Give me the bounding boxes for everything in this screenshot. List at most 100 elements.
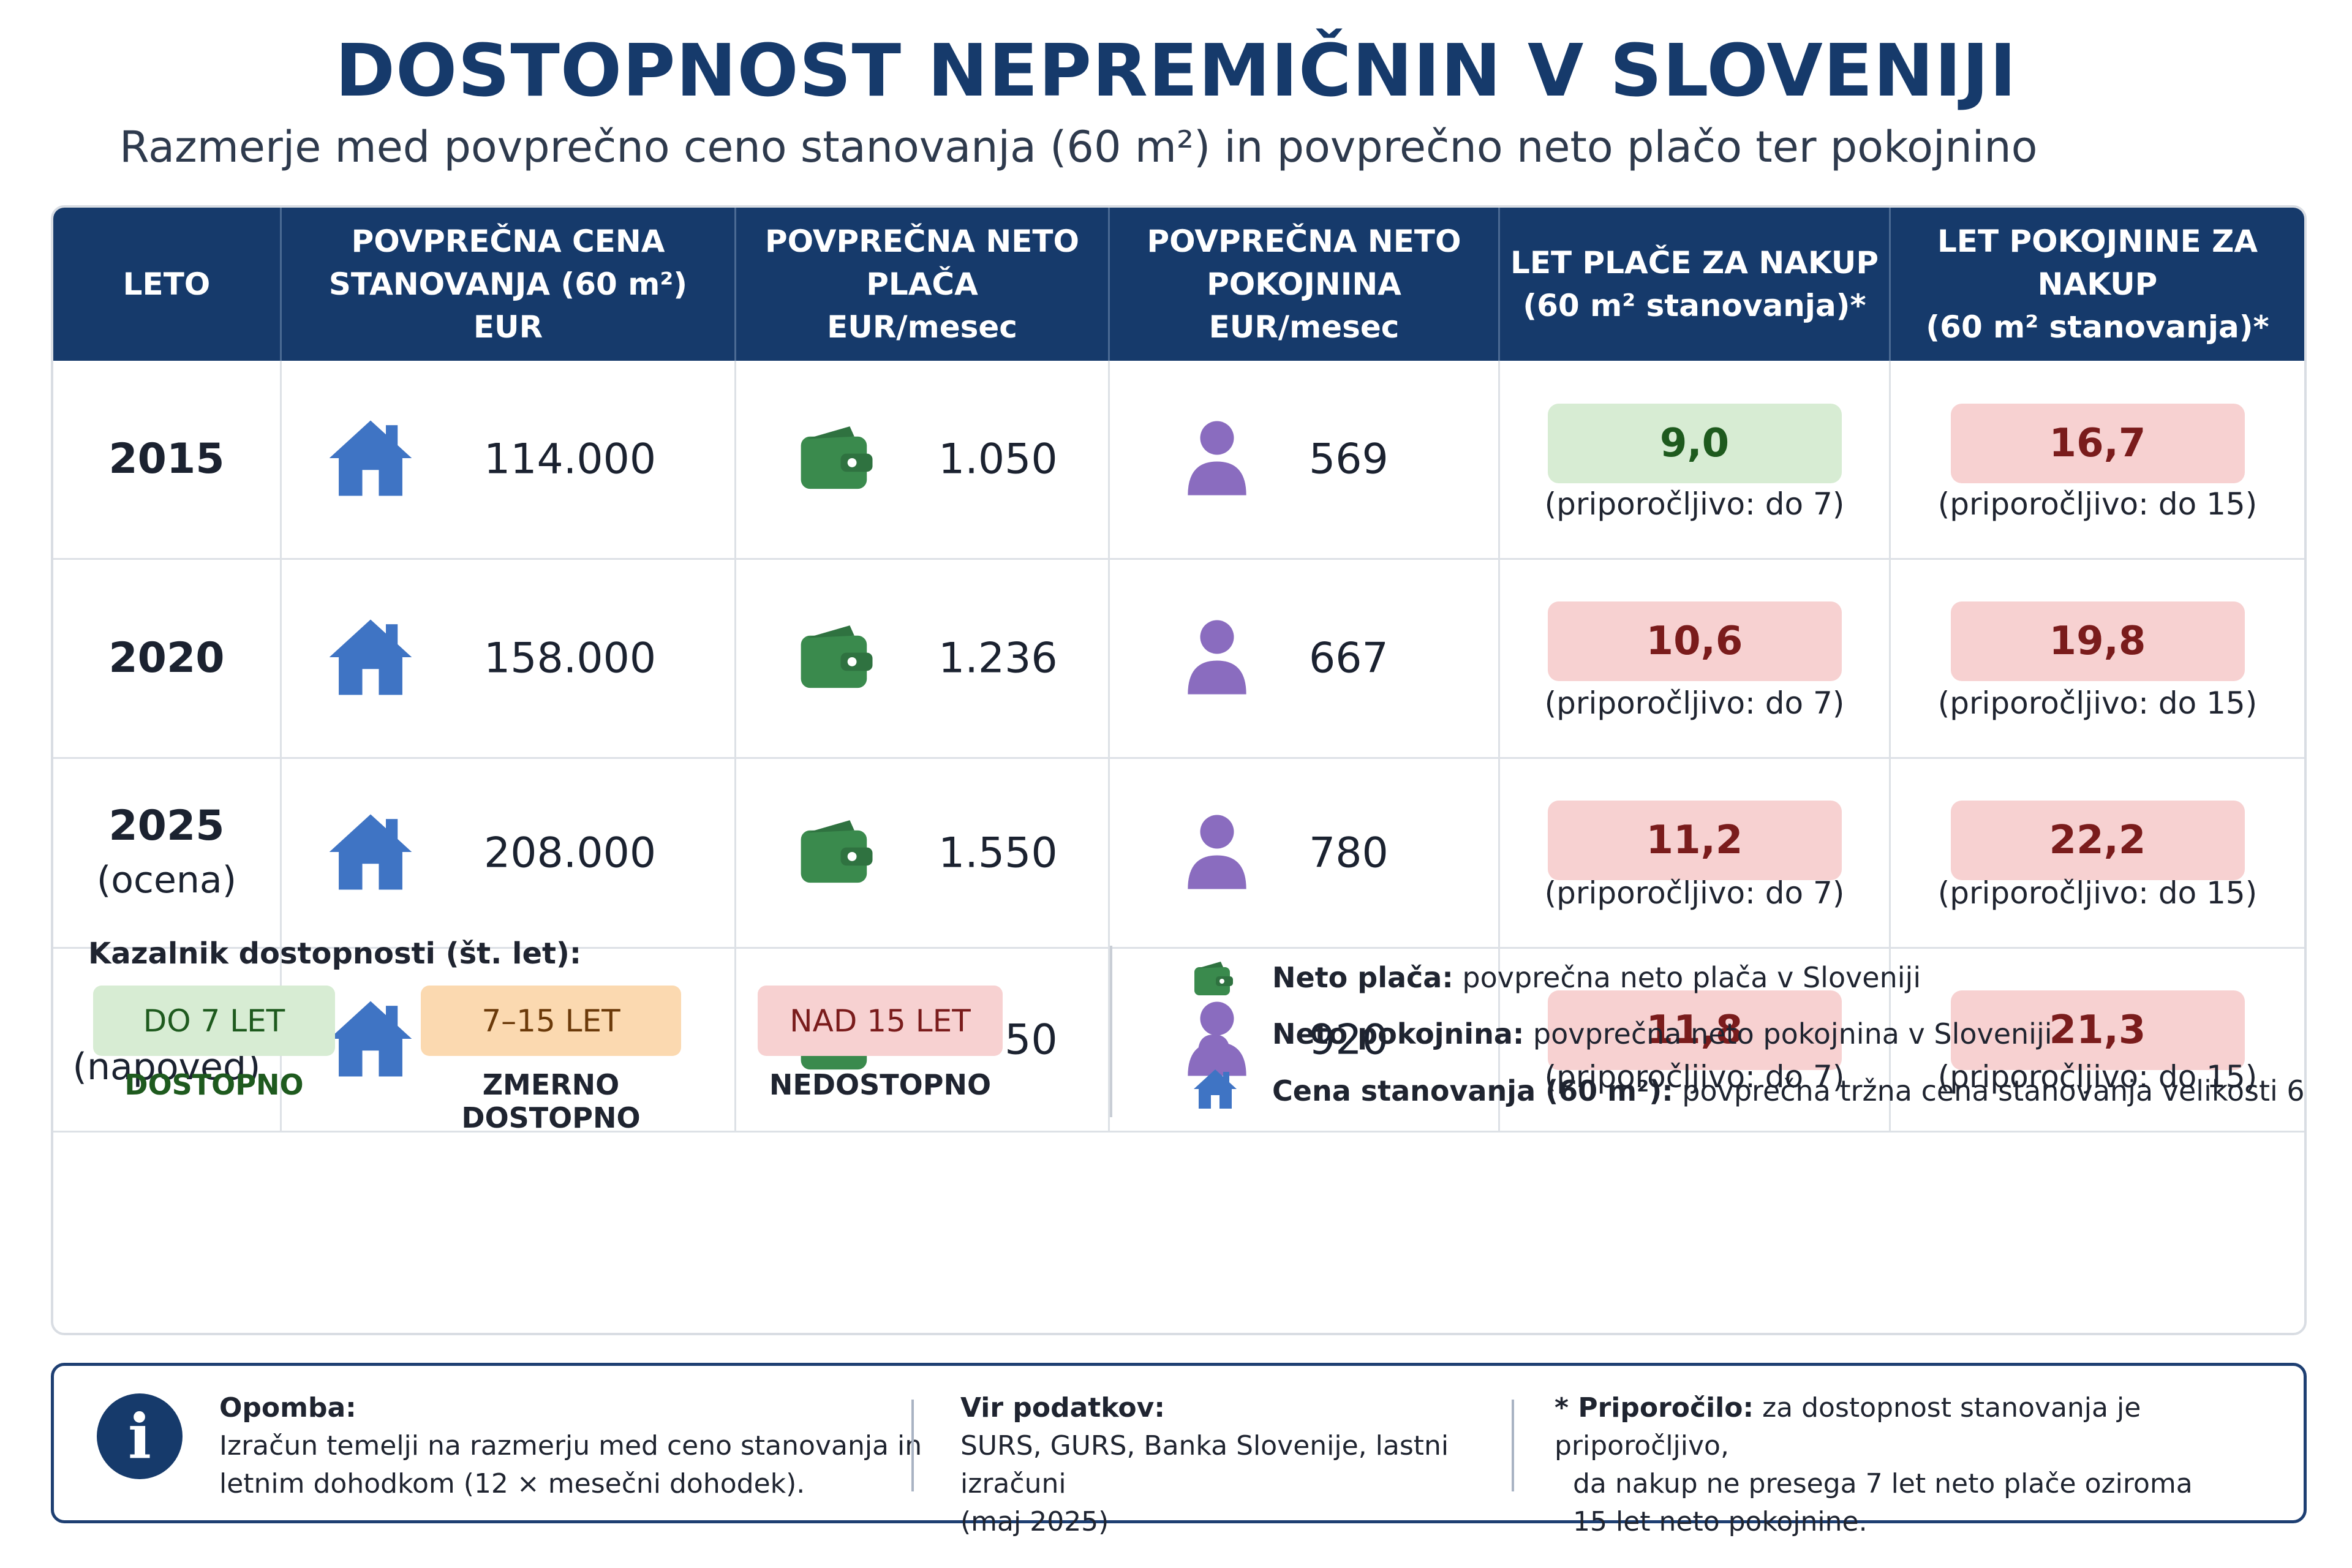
source-title: Vir podatkov: bbox=[960, 1392, 1165, 1423]
affordability-table: LETO POVPREČNA CENA STANOVANJA (60 m²) E… bbox=[51, 205, 2307, 1335]
year-value: 2025 bbox=[108, 801, 225, 850]
legend-caption-unaffordable: NEDOSTOPNO bbox=[769, 1068, 992, 1101]
legend-term: Cena stanovanja (60 m²): bbox=[1272, 1074, 1673, 1107]
house-icon bbox=[325, 415, 417, 503]
pension-years-note: (priporočljivo: do 15) bbox=[1937, 486, 2258, 522]
legend-pill-moderate: 7–15 LET bbox=[421, 986, 681, 1056]
wage-years-cell: 11,2 (priporočljivo: do 7) bbox=[1500, 759, 1891, 947]
wage-value: 1.550 bbox=[938, 829, 1058, 877]
wage-years-badge: 11,8 bbox=[1547, 990, 1842, 1070]
legend-desc: povprečna neto pokojnina v Sloveniji bbox=[1524, 1017, 2052, 1050]
pension-years-note: (priporočljivo: do 15) bbox=[1937, 875, 2258, 911]
wallet-icon bbox=[797, 622, 877, 695]
wage-cell: 1.236 bbox=[736, 560, 1110, 757]
year-value: 2015 bbox=[108, 435, 225, 483]
info-icon: i bbox=[97, 1393, 183, 1479]
legend-desc: povprečna tržna cena stanovanja velikost… bbox=[1673, 1074, 2307, 1107]
legend-pill-unaffordable: NAD 15 LET bbox=[758, 986, 1003, 1056]
wage-cell: 1.050 bbox=[736, 361, 1110, 558]
wage-years-badge: 9,0 bbox=[1547, 404, 1842, 483]
source-block: Vir podatkov: SURS, GURS, Banka Slovenij… bbox=[960, 1389, 1548, 1541]
pension-value: 920 bbox=[1309, 1016, 1389, 1064]
legend-caption-affordable: DOSTOPNO bbox=[124, 1068, 304, 1101]
note-divider bbox=[911, 1400, 914, 1491]
house-icon bbox=[325, 996, 417, 1084]
header-wage: POVPREČNA NETO PLAČA EUR/mesec bbox=[736, 208, 1110, 361]
pension-cell: 569 bbox=[1110, 361, 1500, 558]
note-divider bbox=[1512, 1400, 1514, 1491]
year-cell: 2015 bbox=[53, 361, 282, 558]
person-icon bbox=[1183, 812, 1251, 894]
year-value: 2020 bbox=[108, 634, 225, 682]
table-row: 2025 (ocena) 208.000 1.550 780 11,2 (priporočl… bbox=[53, 759, 2304, 949]
table-header: LETO POVPREČNA CENA STANOVANJA (60 m²) E… bbox=[53, 208, 2304, 361]
wage-years-note: (priporočljivo: do 7) bbox=[1544, 875, 1845, 911]
note-text-line-2: letnim dohodkom (12 × mesečni dohodek). bbox=[219, 1468, 805, 1499]
price-cell: 208.000 bbox=[282, 759, 736, 947]
legend-term: Neto pokojnina: bbox=[1272, 1017, 1525, 1050]
legend-caption-moderate: ZMERNO DOSTOPNO bbox=[461, 1068, 641, 1134]
price-value: 208.000 bbox=[484, 829, 657, 877]
house-icon bbox=[325, 809, 417, 897]
source-text-line-1: SURS, GURS, Banka Slovenije, lastni izra… bbox=[960, 1430, 1449, 1499]
header-wage-years: LET PLAČE ZA NAKUP (60 m² stanovanja)* bbox=[1500, 208, 1891, 361]
recommendation-text-line-1: za dostopnost stanovanja je priporočljiv… bbox=[1555, 1392, 2141, 1461]
wage-years-cell: 9,0 (priporočljivo: do 7) bbox=[1500, 361, 1891, 558]
page-subtitle: Razmerje med povprečno ceno stanovanja (… bbox=[119, 122, 2038, 172]
recommendation-text-line-3: 15 let neto pokojnine. bbox=[1573, 1506, 1868, 1537]
legend-term: Neto plača: bbox=[1272, 961, 1453, 994]
recommendation-title: * Priporočilo: bbox=[1555, 1392, 1754, 1423]
pension-cell: 780 bbox=[1110, 759, 1500, 947]
wage-years-cell: 10,6 (priporočljivo: do 7) bbox=[1500, 560, 1891, 757]
recommendation-text-line-2: da nakup ne presega 7 let neto plače ozi… bbox=[1573, 1468, 2193, 1499]
note-block: Opomba: Izračun temelji na razmerju med … bbox=[219, 1389, 954, 1503]
legend-pill-label: NAD 15 LET bbox=[790, 1003, 971, 1039]
wage-cell: 1.550 bbox=[736, 759, 1110, 947]
page-title: DOSTOPNOST NEPREMIČNIN V SLOVENIJI bbox=[335, 28, 2017, 113]
legend-pill-label: DO 7 LET bbox=[143, 1003, 285, 1039]
house-icon bbox=[325, 614, 417, 703]
price-value: 114.000 bbox=[484, 435, 657, 484]
pension-value: 569 bbox=[1309, 435, 1389, 484]
house-icon bbox=[1194, 1069, 1237, 1109]
legend-desc: povprečna neto plača v Sloveniji bbox=[1453, 961, 1921, 994]
person-icon bbox=[1198, 1012, 1230, 1053]
pension-years-badge: 16,7 bbox=[1950, 404, 2245, 483]
pension-value: 780 bbox=[1309, 829, 1389, 877]
year-cell: 2025 (ocena) bbox=[53, 759, 282, 947]
pension-years-cell: 16,7 (priporočljivo: do 15) bbox=[1891, 361, 2304, 558]
legend-divider bbox=[1110, 946, 1112, 1117]
wage-years-note: (priporočljivo: do 7) bbox=[1544, 685, 1845, 721]
price-cell: 114.000 bbox=[282, 361, 736, 558]
price-value: 158.000 bbox=[484, 634, 657, 683]
wage-years-cell: 11,8 (priporočljivo: do 7) bbox=[1500, 949, 1891, 1131]
legend-pill-affordable: DO 7 LET bbox=[93, 986, 335, 1056]
wage-years-note: (priporočljivo: do 7) bbox=[1544, 486, 1845, 522]
pension-years-cell: 22,2 (priporočljivo: do 15) bbox=[1891, 759, 2304, 947]
pension-years-badge: 19,8 bbox=[1950, 601, 2245, 681]
wage-years-note: (priporočljivo: do 7) bbox=[1544, 1059, 1845, 1095]
pension-years-cell: 21,3 (priporočljivo: do 15) bbox=[1891, 949, 2304, 1131]
legend-pill-label: 7–15 LET bbox=[481, 1003, 620, 1039]
header-year: LETO bbox=[53, 208, 282, 361]
wage-years-badge: 10,6 bbox=[1547, 601, 1842, 681]
header-pension-years: LET POKOJNINE ZA NAKUP (60 m² stanovanja… bbox=[1926, 224, 2269, 345]
price-cell: 158.000 bbox=[282, 560, 736, 757]
person-icon bbox=[1183, 418, 1251, 500]
table-row: 2015 114.000 1.050 569 9,0 (priporočljivo: do… bbox=[53, 361, 2304, 560]
year-note: (ocena) bbox=[96, 858, 237, 902]
year-cell: 2020 bbox=[53, 560, 282, 757]
source-text-line-2: (maj 2025) bbox=[960, 1506, 1109, 1537]
wage-value: 1.050 bbox=[938, 435, 1058, 484]
legend-title: Kazalnik dostopnosti (št. let): bbox=[88, 937, 582, 971]
wage-value: 1.236 bbox=[938, 634, 1058, 683]
header-price: POVPREČNA CENA STANOVANJA (60 m²) EUR bbox=[282, 208, 736, 361]
pension-years-cell: 19,8 (priporočljivo: do 15) bbox=[1891, 560, 2304, 757]
pension-value: 667 bbox=[1309, 634, 1389, 683]
person-icon bbox=[1183, 617, 1251, 699]
table-row: 2020 158.000 1.236 667 10,6 (priporočljivo: d… bbox=[53, 560, 2304, 759]
pension-years-badge: 22,2 bbox=[1950, 801, 2245, 880]
header-pension: POVPREČNA NETO POKOJNINA EUR/mesec bbox=[1110, 208, 1500, 361]
wallet-icon bbox=[797, 423, 877, 496]
pension-years-note: (priporočljivo: do 15) bbox=[1937, 1059, 2258, 1095]
